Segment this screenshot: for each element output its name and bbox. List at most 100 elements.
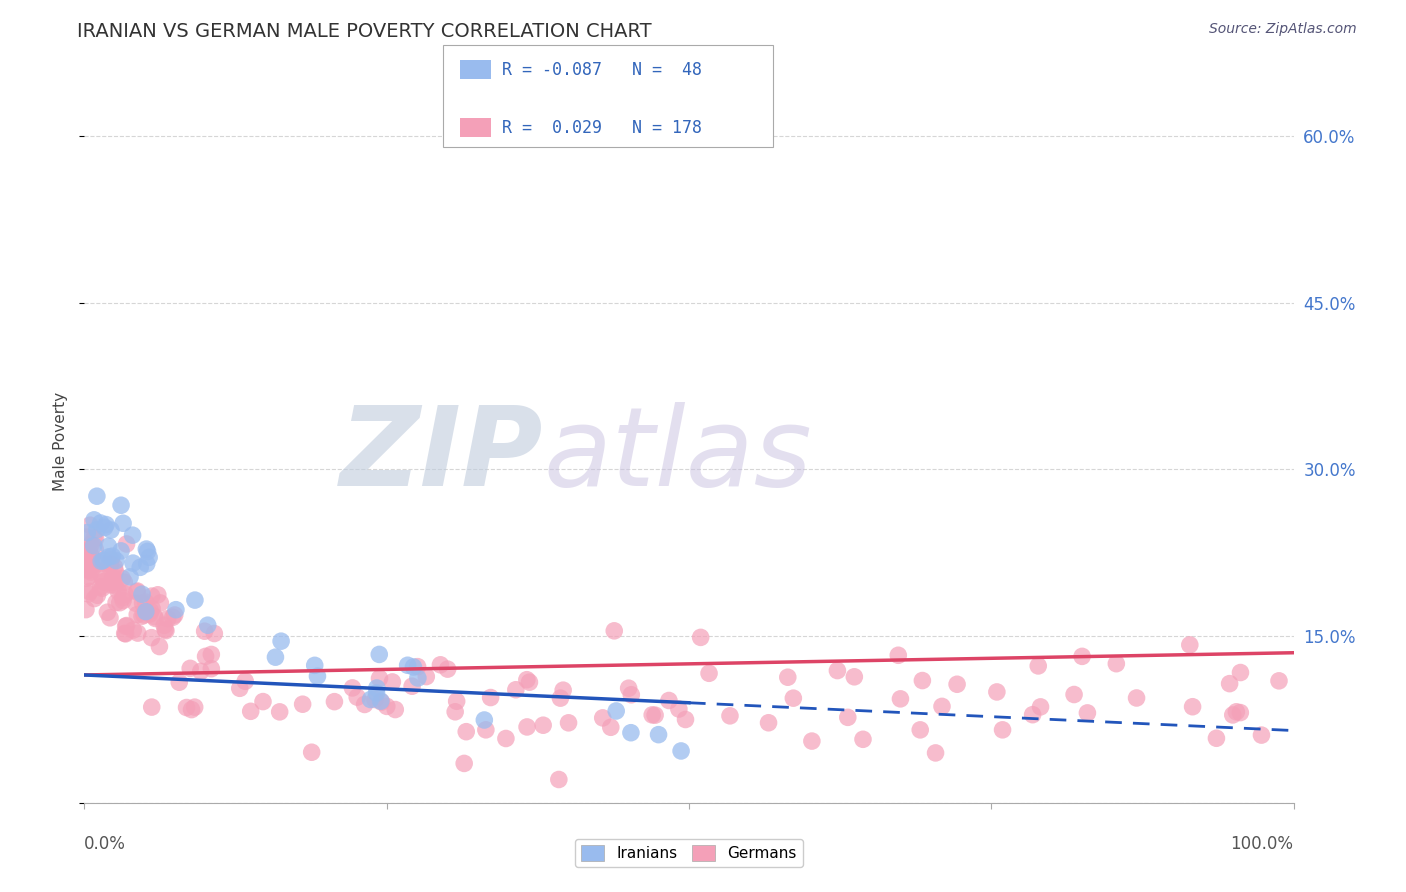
Text: IRANIAN VS GERMAN MALE POVERTY CORRELATION CHART: IRANIAN VS GERMAN MALE POVERTY CORRELATI… [77,22,652,41]
Point [86,588,108,602]
Point [910,723,932,737]
Point [547,772,569,787]
Point [122,556,145,570]
Point [112,593,135,607]
Point [86,523,108,537]
Point [90,516,112,530]
Point [269,705,291,719]
Point [368,671,391,685]
Point [100,553,122,567]
Point [592,711,614,725]
Point [162,610,184,624]
Text: atlas: atlas [544,402,813,509]
Point [135,595,157,609]
Point [115,618,138,632]
Point [553,683,575,698]
Point [129,560,152,574]
Point [139,607,162,621]
Point [233,674,256,689]
Point [360,692,382,706]
Point [80,538,103,552]
Point [370,695,392,709]
Text: Source: ZipAtlas.com: Source: ZipAtlas.com [1209,22,1357,37]
Point [136,544,159,558]
Point [107,584,129,599]
Point [776,670,799,684]
Point [93,574,115,589]
Point [125,585,148,599]
Point [108,596,131,610]
Point [91,574,114,589]
Point [495,731,517,746]
Point [291,697,314,711]
Point [368,648,391,662]
Point [138,550,160,565]
Point [183,700,205,714]
Legend: Iranians, Germans: Iranians, Germans [575,839,803,867]
Point [153,618,176,632]
Point [342,681,364,695]
Point [90,580,112,594]
Point [194,624,217,639]
Point [301,745,323,759]
Point [531,718,554,732]
Point [689,631,711,645]
Point [429,657,451,672]
Point [446,694,468,708]
Point [1063,688,1085,702]
Point [668,702,690,716]
Point [353,698,375,712]
Point [1225,705,1247,719]
Point [122,623,145,637]
Point [516,720,538,734]
Point [112,516,135,531]
Point [84,542,107,557]
Point [110,498,132,512]
Point [121,528,143,542]
Point [366,686,388,700]
Point [141,589,163,603]
Point [200,648,222,662]
Point [401,679,423,693]
Point [104,578,127,592]
Point [131,596,153,610]
Point [406,671,429,685]
Point [375,699,398,714]
Point [167,675,190,690]
Point [1071,649,1094,664]
Point [991,723,1014,737]
Point [118,570,141,584]
Point [115,537,138,551]
Point [986,685,1008,699]
Point [931,699,953,714]
Point [307,669,329,683]
Point [1229,665,1251,680]
Point [131,609,153,624]
Point [98,611,121,625]
Point [112,575,135,590]
Point [444,705,467,719]
Point [114,627,136,641]
Point [79,565,101,579]
Point [101,575,124,590]
Point [149,596,172,610]
Point [346,690,368,705]
Point [141,631,163,645]
Point [110,544,132,558]
Point [91,581,114,595]
Point [264,650,287,665]
Point [599,720,621,734]
Point [384,702,406,716]
Point [202,626,225,640]
Point [75,530,97,544]
Point [127,626,149,640]
Point [758,715,780,730]
Point [132,607,155,622]
Point [366,681,388,695]
Point [98,558,121,573]
Point [91,553,114,567]
Point [135,605,157,619]
Point [148,640,170,654]
Point [550,691,572,706]
Point [1125,690,1147,705]
